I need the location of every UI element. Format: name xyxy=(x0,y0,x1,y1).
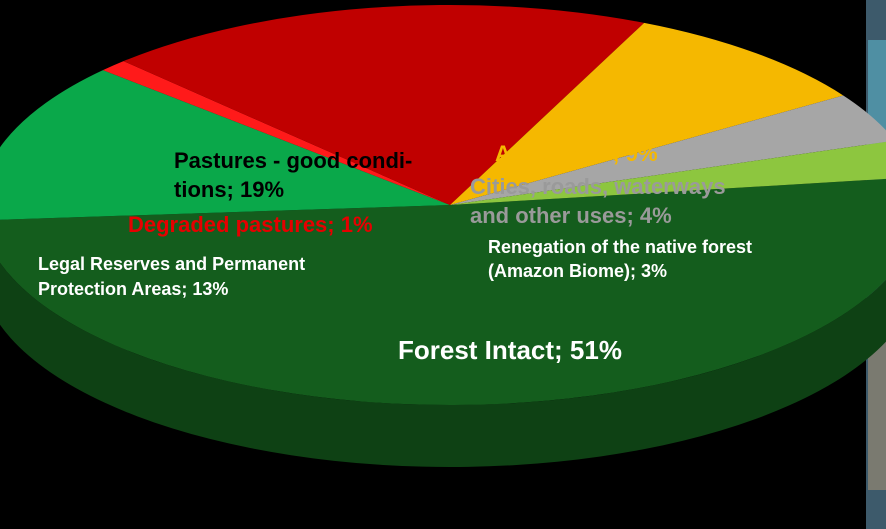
data-label: Forest Intact; 51% xyxy=(398,335,622,365)
slice xyxy=(0,178,886,405)
slice xyxy=(102,61,450,206)
slice-side xyxy=(0,262,886,468)
data-label: (Amazon Biome); 3% xyxy=(488,261,667,281)
slice xyxy=(450,141,886,205)
slice xyxy=(0,70,450,220)
data-label: Pastures - good condi- xyxy=(174,148,412,173)
data-label: Agriculture; 9% xyxy=(495,141,658,166)
data-label: Legal Reserves and Permanent xyxy=(38,254,305,274)
slice xyxy=(450,22,844,206)
labels: Forest Intact; 51% Legal Reserves and Per… xyxy=(38,141,752,365)
pie xyxy=(0,5,886,468)
side-photo-detail xyxy=(868,340,886,490)
slice xyxy=(123,5,645,206)
data-label: tions; 19% xyxy=(174,177,284,202)
data-label: Degraded pastures; 1% xyxy=(128,212,373,237)
slice xyxy=(450,95,886,205)
data-label: Protection Areas; 13% xyxy=(38,279,228,299)
data-label: Cities, roads, waterways xyxy=(470,174,726,199)
data-label: and other uses; 4% xyxy=(470,203,672,228)
data-label: Renegation of the native forest xyxy=(488,237,752,257)
